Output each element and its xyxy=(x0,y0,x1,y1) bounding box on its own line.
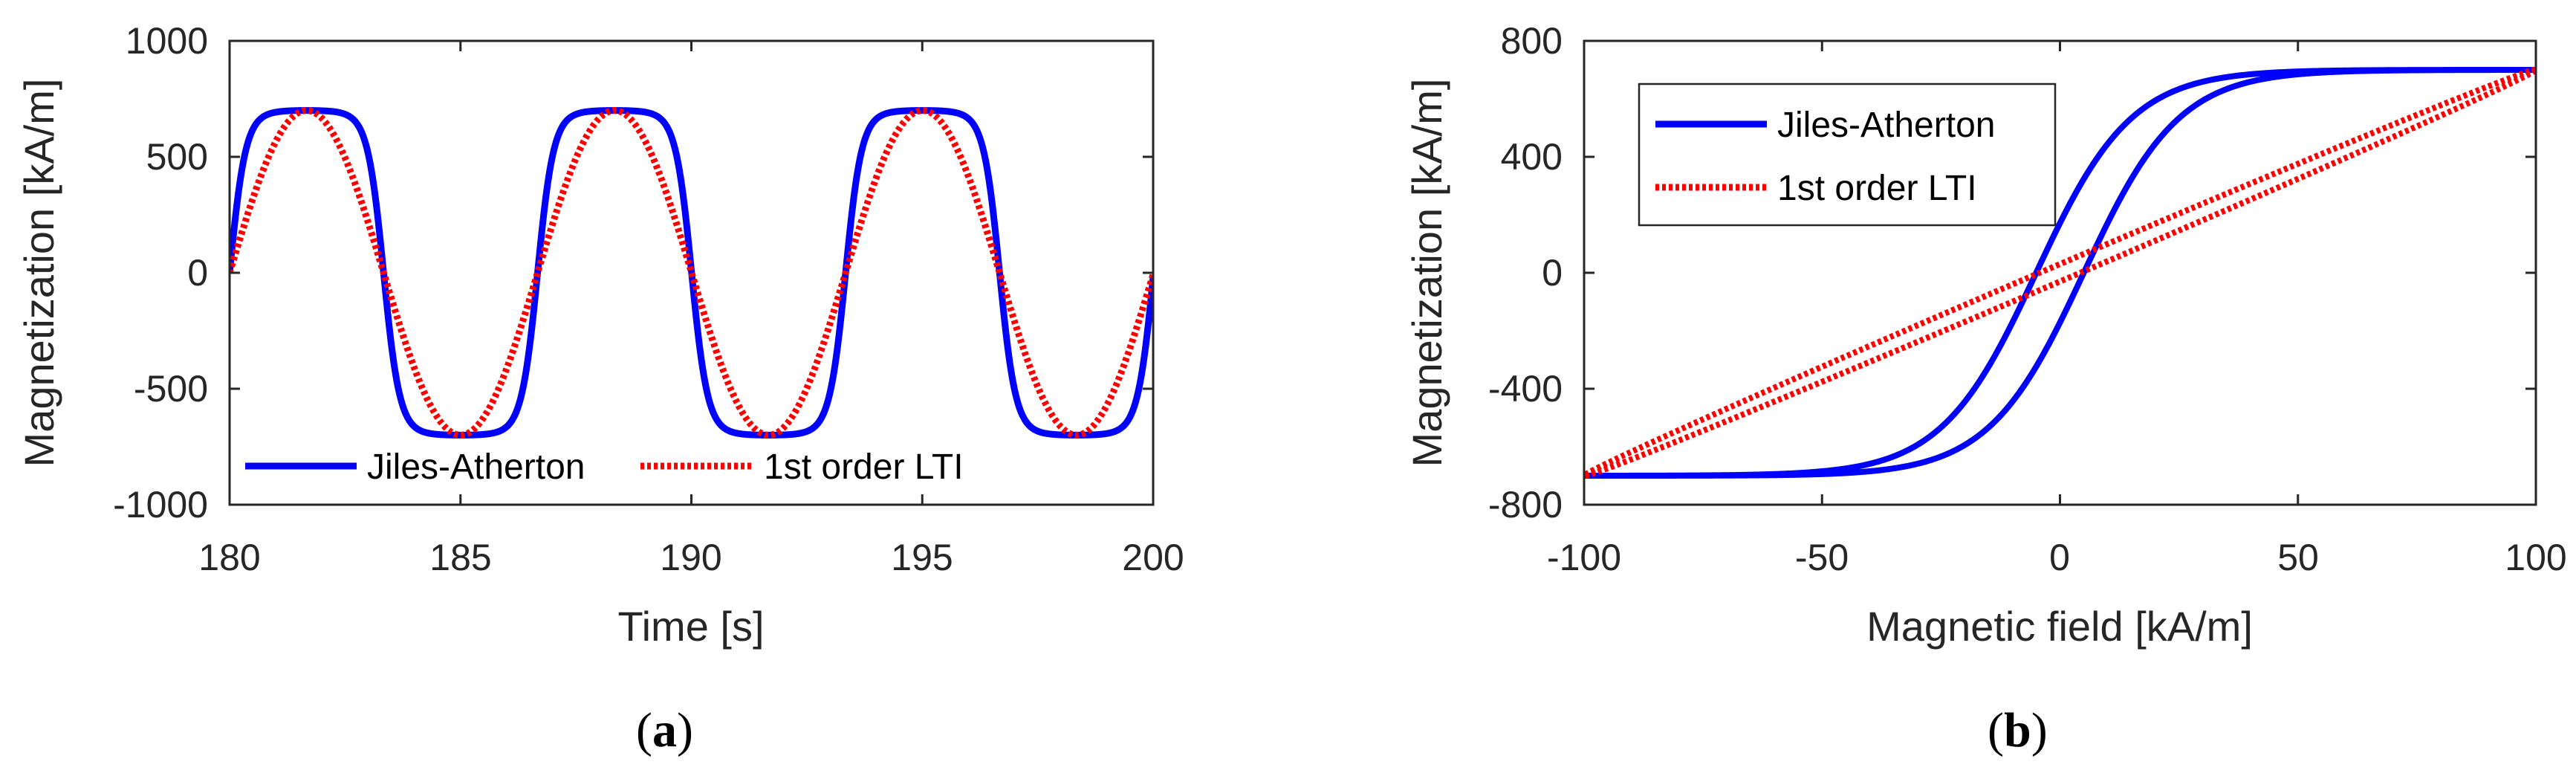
a-xtick-label: 180 xyxy=(198,537,260,578)
a-ytick-label: -1000 xyxy=(113,484,208,526)
b-legend: Jiles-Atherton 1st order LTI xyxy=(1638,83,2057,227)
b-xtick-label: -50 xyxy=(1795,537,1849,578)
panel-a-ticks xyxy=(228,39,1155,506)
b-xtick-label: 50 xyxy=(2277,537,2319,578)
b-legend-box xyxy=(1638,83,2057,227)
a-series-jiles-atherton-line xyxy=(230,107,1153,439)
b-ytick-label: 800 xyxy=(1501,20,1563,62)
a-xtick-label: 200 xyxy=(1122,537,1184,578)
a-xtick-label: 190 xyxy=(660,537,721,578)
a-legend-label-jiles: Jiles-Atherton xyxy=(367,447,585,487)
b-ytick-label: -400 xyxy=(1488,368,1563,410)
a-ytick-label: 500 xyxy=(146,136,208,178)
panel-a: 1000 500 0 -500 -1000 180 185 190 195 20… xyxy=(16,20,1184,757)
b-legend-label-jiles: Jiles-Atherton xyxy=(1777,106,1995,145)
a-ytick-label: 0 xyxy=(187,252,208,294)
b-ytick-label: 400 xyxy=(1501,136,1563,178)
a-ytick-label: 1000 xyxy=(126,20,208,62)
a-series-lti-line xyxy=(230,107,1153,439)
caption-b: (b) xyxy=(1988,703,2048,757)
a-ytick-label: -500 xyxy=(134,368,208,410)
a-xtick-label: 185 xyxy=(429,537,491,578)
b-series-lti-loop xyxy=(1584,66,2536,479)
a-legend: Jiles-Atherton 1st order LTI xyxy=(245,447,964,487)
panel-b: 800 400 0 -400 -800 -100 -50 0 50 100 Ma… xyxy=(1404,20,2567,757)
panel-a-plot-area xyxy=(230,107,1153,439)
b-ytick-label: 0 xyxy=(1542,252,1563,294)
b-ytick-label: -800 xyxy=(1488,484,1563,526)
b-legend-label-lti: 1st order LTI xyxy=(1777,169,1977,208)
panel-b-plot-area xyxy=(1584,66,2536,479)
b-xtick-label: 0 xyxy=(2049,537,2070,578)
b-y-axis-label: Magnetization [kA/m] xyxy=(1404,79,1450,468)
a-x-axis-label: Time [s] xyxy=(617,603,764,650)
b-series-jiles-atherton-loop xyxy=(1584,67,2536,479)
caption-a: (a) xyxy=(636,703,693,757)
b-xtick-label: 100 xyxy=(2505,537,2566,578)
a-legend-label-lti: 1st order LTI xyxy=(764,447,964,487)
panel-b-ticks xyxy=(1583,39,2537,506)
b-x-axis-label: Magnetic field [kA/m] xyxy=(1866,603,2253,650)
b-xtick-label: -100 xyxy=(1547,537,1621,578)
a-xtick-label: 195 xyxy=(891,537,953,578)
a-y-axis-label: Magnetization [kA/m] xyxy=(16,79,62,468)
